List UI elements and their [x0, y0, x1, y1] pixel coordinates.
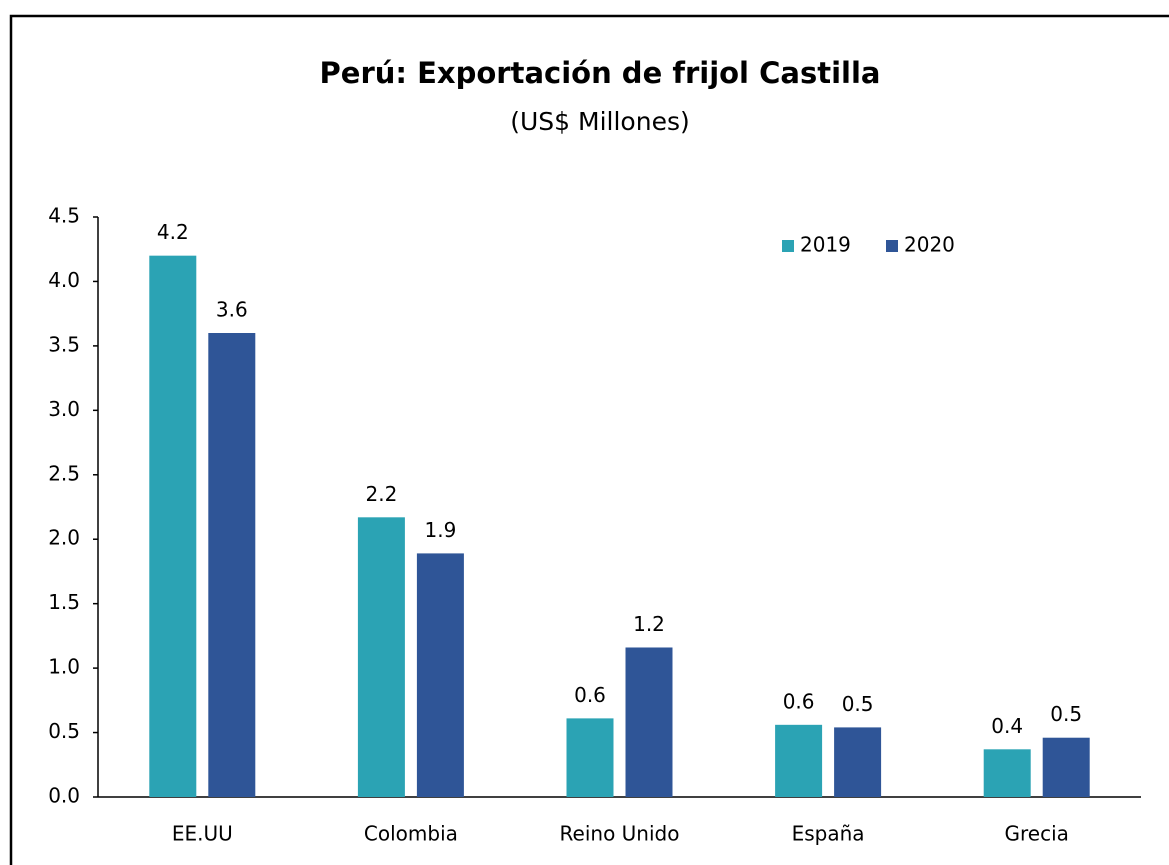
bar	[775, 724, 823, 797]
bar	[208, 333, 256, 797]
bar	[983, 749, 1031, 797]
legend-label: 2020	[904, 233, 955, 257]
bar	[566, 718, 614, 797]
bar	[357, 517, 405, 797]
y-tick-label: 0.5	[48, 719, 80, 743]
y-tick-label: 1.0	[48, 655, 80, 679]
value-label: 0.4	[991, 714, 1023, 738]
value-label: 1.2	[633, 612, 665, 636]
y-tick-label: 1.5	[48, 590, 80, 614]
x-tick-label: Reino Unido	[560, 822, 680, 846]
chart-subtitle: (US$ Millones)	[510, 107, 689, 136]
legend-swatch	[782, 240, 794, 252]
bar	[416, 553, 464, 797]
y-tick-label: 4.5	[48, 204, 80, 228]
value-label: 2.2	[365, 482, 397, 506]
chart-title: Perú: Exportación de frijol Castilla	[320, 56, 881, 90]
bar	[625, 647, 673, 797]
y-tick-label: 4.0	[48, 268, 80, 292]
bar	[834, 727, 882, 797]
x-tick-label: España	[792, 822, 865, 846]
value-label: 1.9	[424, 518, 456, 542]
x-tick-label: Colombia	[364, 822, 458, 846]
value-label: 3.6	[216, 298, 248, 322]
bar	[1042, 737, 1090, 797]
value-label: 0.6	[783, 689, 815, 713]
value-label: 0.5	[842, 692, 874, 716]
y-tick-label: 0.0	[48, 784, 80, 808]
y-tick-label: 2.5	[48, 461, 80, 485]
x-tick-label: EE.UU	[172, 822, 233, 846]
y-tick-label: 3.5	[48, 332, 80, 356]
y-tick-label: 2.0	[48, 526, 80, 550]
x-tick-label: Grecia	[1004, 822, 1068, 846]
value-label: 0.5	[1050, 702, 1082, 726]
bar	[149, 255, 197, 797]
y-tick-label: 3.0	[48, 397, 80, 421]
value-label: 4.2	[157, 220, 189, 244]
legend-swatch	[886, 240, 898, 252]
legend-label: 2019	[800, 233, 851, 257]
value-label: 0.6	[574, 683, 606, 707]
